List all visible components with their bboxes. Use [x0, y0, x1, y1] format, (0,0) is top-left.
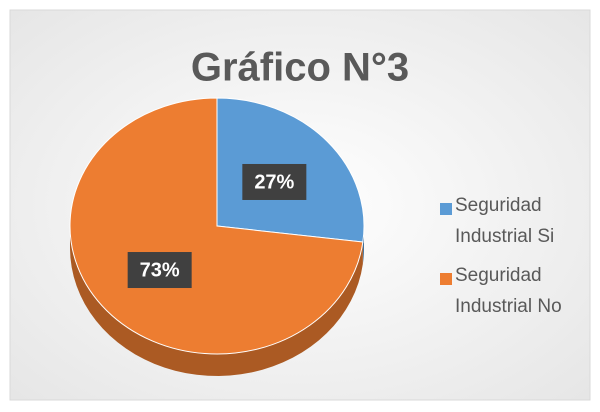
data-label: 27%	[254, 171, 294, 193]
legend-label: Seguridad Industrial No	[455, 265, 562, 317]
legend-swatch	[440, 273, 452, 285]
data-label-box	[242, 163, 307, 200]
legend-swatch	[440, 203, 452, 215]
data-label: 73%	[140, 259, 180, 281]
data-label-box	[127, 252, 192, 289]
legend-label: Seguridad Industrial Si	[455, 195, 555, 247]
chart-title: Gráfico N°3	[191, 46, 409, 90]
slice-side	[70, 226, 363, 376]
slice	[69, 97, 364, 355]
